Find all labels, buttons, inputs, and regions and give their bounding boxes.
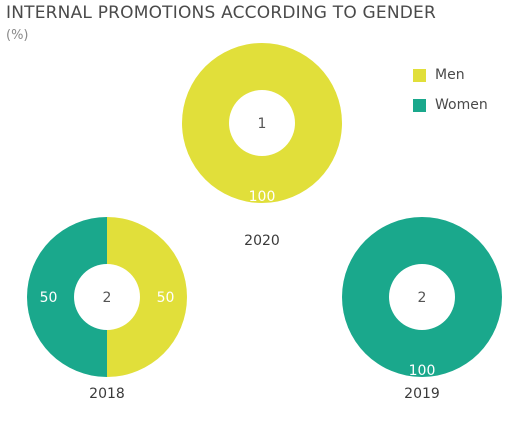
year-label-2018: 2018 <box>89 386 125 402</box>
donut-hole-2018 <box>74 264 140 330</box>
chart-title: INTERNAL PROMOTIONS ACCORDING TO GENDER <box>6 3 436 23</box>
legend-label-women: Women <box>435 97 488 113</box>
legend-label-men: Men <box>435 67 465 83</box>
year-label-2020: 2020 <box>244 233 280 249</box>
slice-label-men-2020: 100 <box>249 189 276 205</box>
chart-subtitle: (%) <box>6 28 29 43</box>
center-label-2019: 2 <box>418 290 427 306</box>
donut-hole-2020 <box>229 90 295 156</box>
center-label-2020: 1 <box>258 116 267 132</box>
donut-2020: 100 1 2020 <box>182 43 342 249</box>
donut-hole-2019 <box>389 264 455 330</box>
legend-swatch-men <box>413 68 426 82</box>
slice-women-2018 <box>27 217 107 377</box>
legend-item-women: Women <box>413 90 488 120</box>
donut-2019: 100 2 2019 <box>342 217 502 402</box>
year-label-2019: 2019 <box>404 386 440 402</box>
donut-2018: 50 50 2 2018 <box>27 217 187 402</box>
legend-item-men: Men <box>413 60 488 90</box>
legend-swatch-women <box>413 98 426 112</box>
legend: Men Women <box>413 60 488 120</box>
slice-label-women-2018: 50 <box>40 290 58 306</box>
center-label-2018: 2 <box>103 290 112 306</box>
slice-label-women-2019: 100 <box>409 363 436 379</box>
slice-label-men-2018: 50 <box>157 290 175 306</box>
slice-men-2018 <box>107 217 187 377</box>
